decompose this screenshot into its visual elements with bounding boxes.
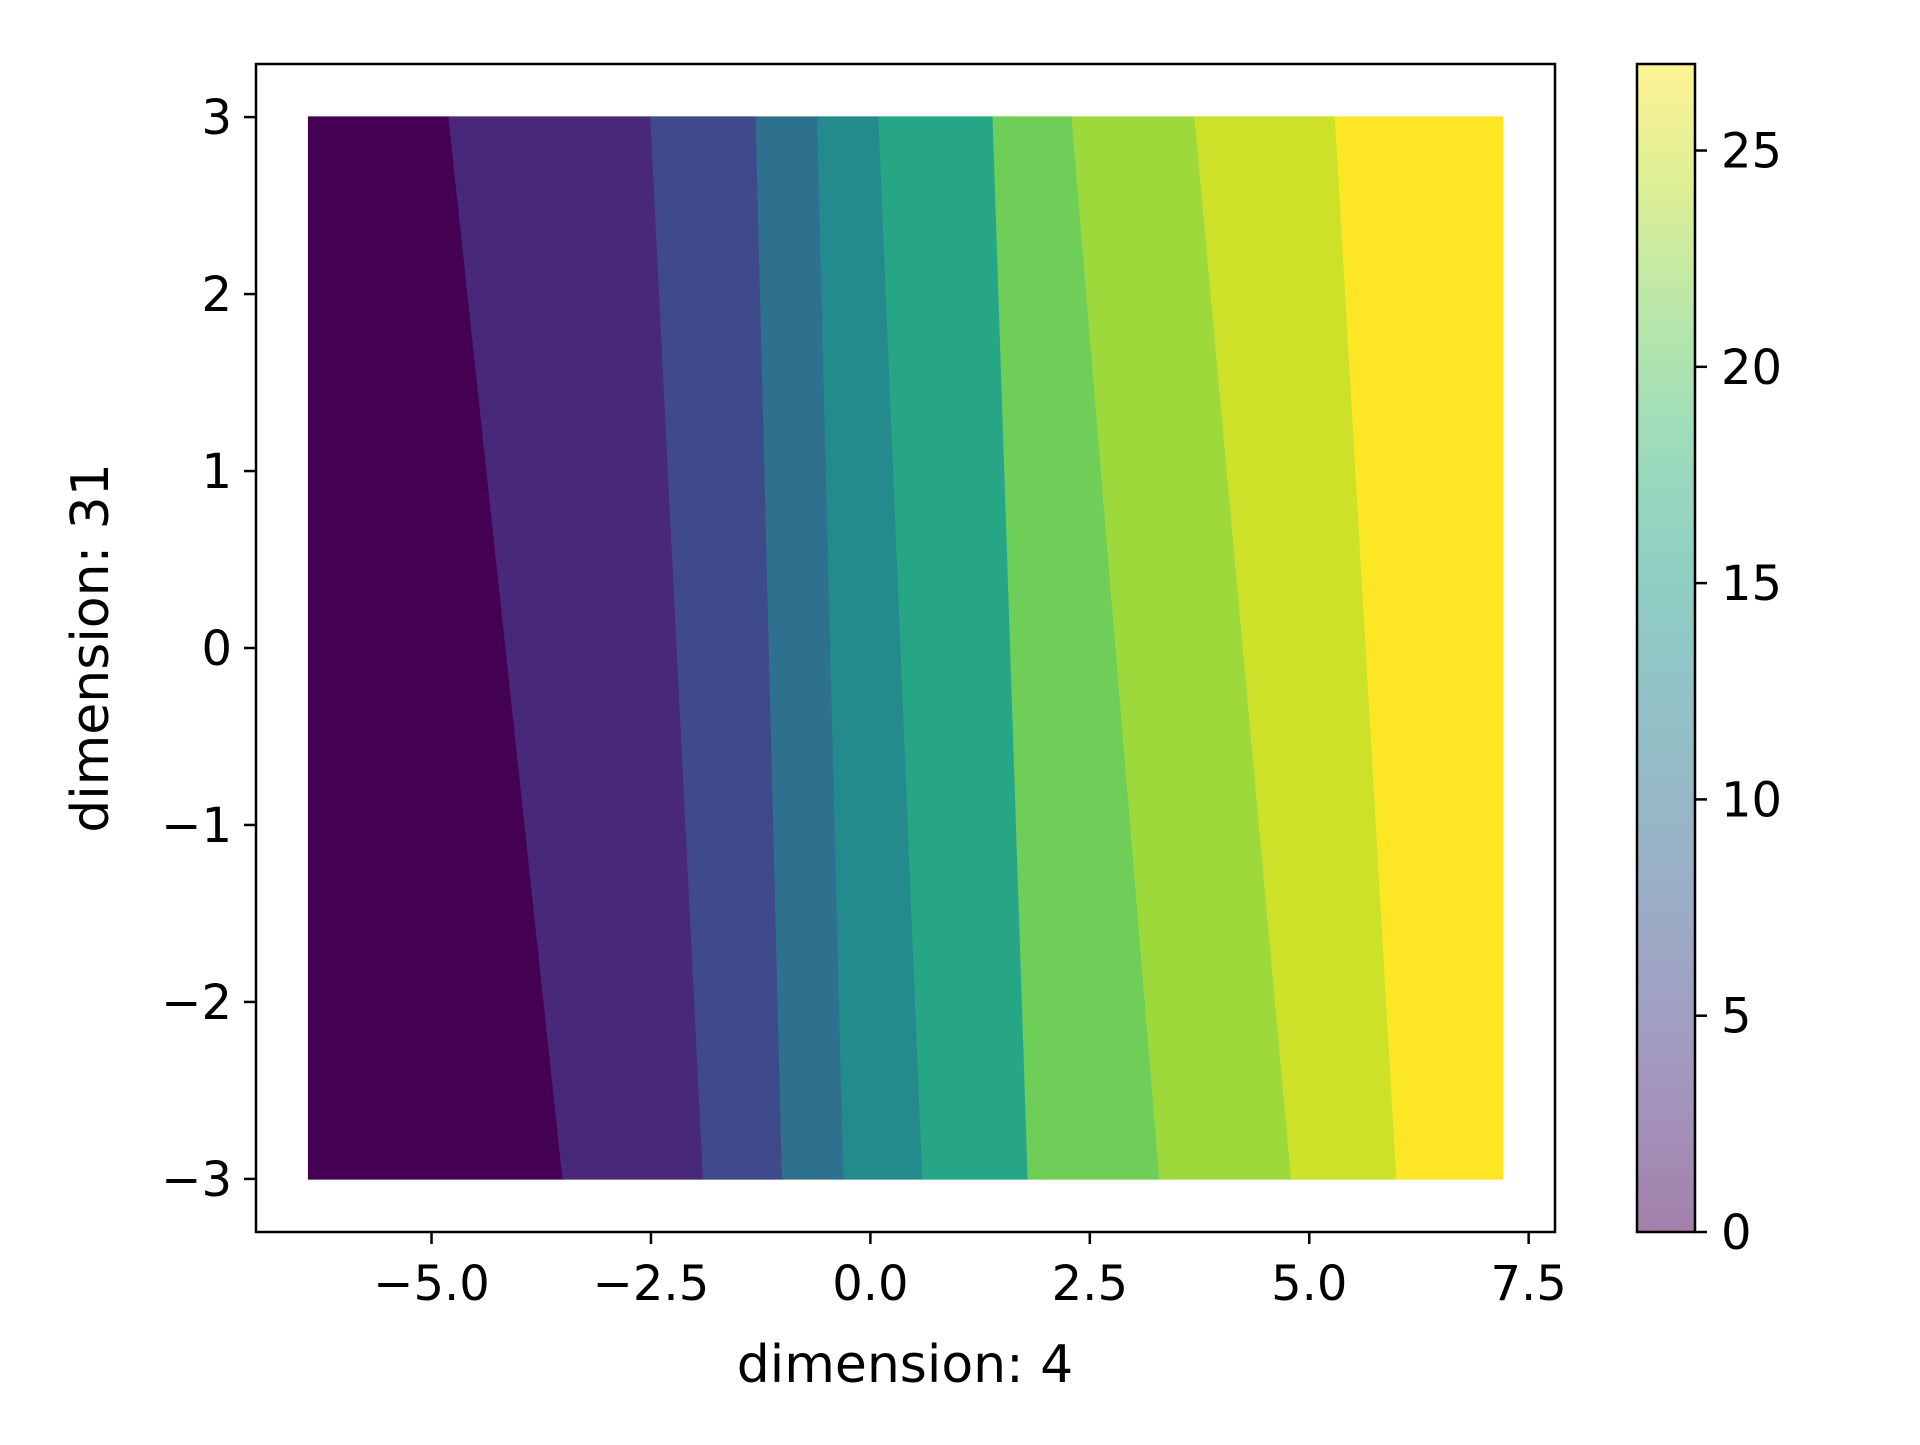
y-tick-label: 2: [201, 267, 232, 323]
colorbar-tick-label: 20: [1721, 340, 1782, 396]
colorbar: 0 5 10 15 20 25: [1635, 62, 1782, 1261]
y-axis: 3 2 1 0 −1 −2 −3: [161, 90, 256, 1208]
x-tick-label: 7.5: [1490, 1256, 1566, 1312]
colorbar-tick-label: 25: [1721, 124, 1782, 180]
x-tick-label: −2.5: [593, 1256, 710, 1312]
x-tick-label: 5.0: [1271, 1256, 1347, 1312]
y-tick-label: 1: [201, 444, 232, 500]
y-tick-label: 0: [201, 621, 232, 677]
scatter-points-layer: [307, 116, 1504, 1180]
colorbar-frame: [1635, 62, 1697, 1234]
x-tick-label: −5.0: [373, 1256, 490, 1312]
y-tick-label: −1: [161, 798, 232, 854]
colorbar-tick-label: 0: [1721, 1205, 1752, 1261]
y-axis-label: dimension: 31: [61, 463, 121, 833]
scatter-band-9: [1334, 116, 1504, 1180]
y-tick-label: −3: [161, 1152, 232, 1208]
colorbar-ticks: 0 5 10 15 20 25: [1695, 124, 1782, 1261]
y-tick-label: 3: [201, 90, 232, 146]
x-axis-label: dimension: 4: [737, 1335, 1074, 1395]
x-axis: −5.0 −2.5 0.0 2.5 5.0 7.5: [373, 1232, 1567, 1312]
colorbar-tick-label: 15: [1721, 556, 1782, 612]
y-tick-label: −2: [161, 975, 232, 1031]
x-tick-label: 0.0: [832, 1256, 908, 1312]
colorbar-tick-label: 10: [1721, 772, 1782, 828]
colorbar-gradient: [1637, 64, 1695, 1232]
x-tick-label: 2.5: [1052, 1256, 1128, 1312]
colorbar-tick-label: 5: [1721, 989, 1752, 1045]
